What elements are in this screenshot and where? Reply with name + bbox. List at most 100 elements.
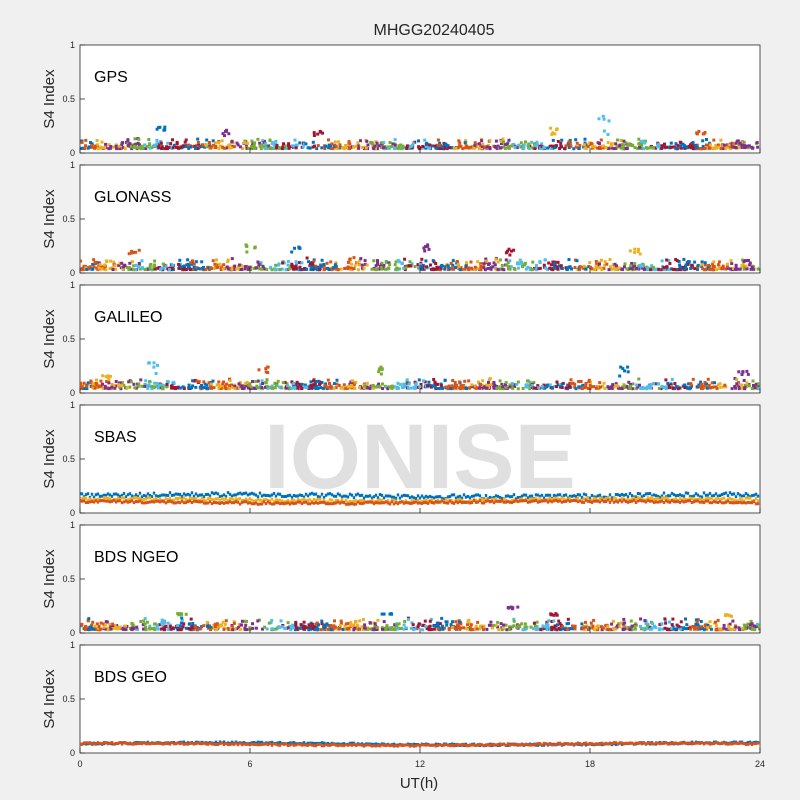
data-point [364, 386, 367, 390]
data-point [80, 623, 84, 626]
data-point [532, 499, 536, 503]
data-point [714, 385, 718, 389]
data-point [691, 147, 695, 150]
data-point [714, 620, 717, 624]
data-point [276, 498, 280, 502]
data-point [194, 499, 198, 503]
data-point [740, 494, 744, 498]
data-point [504, 386, 508, 390]
data-point [368, 621, 372, 625]
data-point [408, 501, 412, 505]
data-point [441, 627, 445, 631]
data-point [149, 262, 153, 266]
data-point [672, 500, 676, 504]
data-point [207, 381, 211, 385]
data-point [674, 500, 678, 504]
data-point [134, 263, 138, 267]
data-point [288, 741, 292, 745]
data-point [254, 380, 258, 383]
data-point [186, 741, 190, 745]
data-point [400, 627, 403, 630]
peak-point [266, 371, 270, 374]
data-point [110, 385, 114, 389]
data-point [638, 141, 642, 145]
data-point [742, 146, 746, 150]
data-point [424, 259, 428, 263]
data-point [120, 383, 124, 387]
data-point [235, 141, 239, 145]
data-point [426, 501, 430, 505]
data-point [540, 145, 544, 149]
data-point [266, 494, 270, 497]
data-point [502, 623, 506, 627]
data-point [649, 383, 653, 386]
data-point [284, 386, 288, 390]
data-point [358, 385, 361, 389]
peak-point [422, 246, 426, 250]
data-point [138, 497, 142, 501]
data-point [475, 144, 479, 148]
peak-point [312, 131, 316, 135]
data-point [482, 262, 486, 266]
data-point [757, 387, 760, 391]
data-point [256, 137, 260, 141]
data-point [736, 492, 740, 496]
data-point [744, 496, 748, 500]
data-point [261, 627, 264, 631]
data-point [154, 144, 158, 148]
data-point [502, 268, 506, 272]
data-point [104, 496, 108, 500]
data-point [666, 386, 670, 390]
data-point [656, 496, 660, 500]
data-point [622, 147, 625, 151]
data-point [678, 493, 682, 497]
data-point [439, 147, 443, 150]
data-point [560, 138, 564, 142]
data-point [473, 143, 477, 147]
data-point [632, 498, 636, 502]
data-point [259, 147, 263, 151]
data-point [145, 620, 149, 624]
data-point [625, 267, 629, 271]
data-point [228, 500, 232, 504]
data-point [126, 498, 130, 502]
data-point [416, 499, 420, 502]
data-point [114, 384, 118, 388]
data-point [573, 266, 577, 269]
data-point [309, 268, 313, 271]
data-point [164, 497, 168, 501]
data-point [80, 140, 84, 144]
data-point [250, 498, 254, 502]
panel-label: GALILEO [94, 309, 162, 326]
data-point [654, 626, 658, 630]
data-point [240, 500, 244, 504]
data-point [381, 387, 385, 390]
data-point [378, 493, 382, 496]
data-point [245, 628, 249, 631]
peak-point [266, 365, 270, 369]
data-point [534, 493, 538, 497]
data-point [244, 623, 248, 627]
data-point [708, 143, 712, 147]
peak-point [319, 130, 323, 134]
data-point [519, 260, 523, 264]
data-point [396, 146, 400, 150]
data-point [381, 382, 384, 386]
peak-point [726, 613, 730, 617]
data-point [380, 493, 384, 497]
data-point [214, 145, 218, 148]
data-point [258, 491, 262, 495]
data-point [496, 260, 500, 264]
data-point [436, 500, 440, 504]
data-point [442, 144, 446, 148]
panel-label: GLONASS [94, 189, 171, 206]
data-point [624, 141, 628, 145]
data-point [635, 387, 639, 391]
data-point [538, 261, 542, 264]
data-point [418, 501, 422, 505]
data-point [140, 498, 144, 502]
data-point [218, 144, 222, 148]
data-point [548, 266, 552, 270]
data-point [114, 500, 118, 504]
data-point [349, 623, 352, 627]
